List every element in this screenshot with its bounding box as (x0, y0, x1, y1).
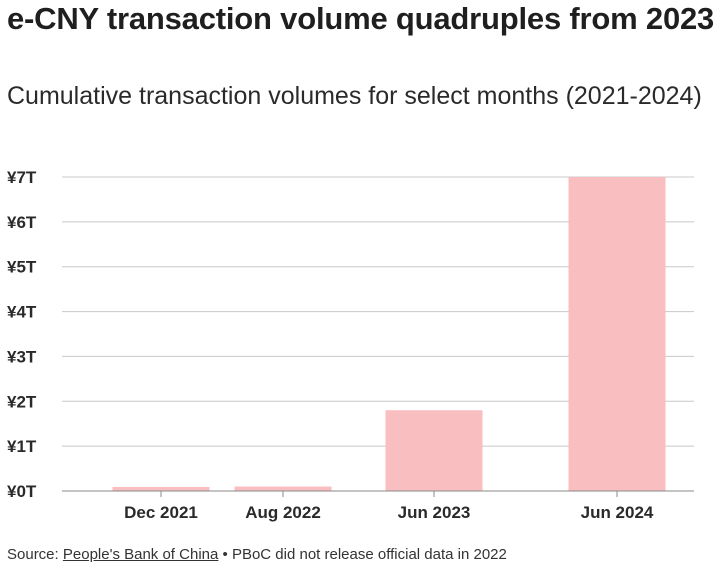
y-tick-label: ¥5T (7, 258, 37, 277)
x-tick-label: Dec 2021 (124, 503, 198, 522)
bar-aug-2022 (234, 486, 332, 491)
bar-dec-2021 (112, 486, 210, 491)
source-prefix: Source: (7, 546, 59, 563)
y-tick-label: ¥2T (7, 392, 37, 411)
tick-labels: ¥0T ¥1T ¥2T ¥3T ¥4T ¥5T ¥6T ¥7T Dec 2021 Aug 2022… (7, 168, 654, 522)
y-tick-label: ¥4T (7, 303, 37, 322)
source-note-text: PBoC did not release official data in 20… (231, 546, 507, 563)
x-tick-label: Aug 2022 (245, 503, 321, 522)
bar-jun-2023 (385, 410, 483, 491)
chart-subtitle: Cumulative transaction volumes for selec… (7, 82, 702, 110)
y-tick-label: ¥3T (7, 347, 37, 366)
y-tick-label: ¥6T (7, 213, 37, 232)
axes (62, 490, 694, 497)
source-note: Source: People's Bank of China • PBoC di… (7, 546, 507, 563)
y-tick-label: ¥1T (7, 437, 37, 456)
bar-jun-2024 (568, 177, 666, 491)
bars (112, 177, 666, 491)
source-link[interactable]: People's Bank of China (62, 546, 219, 563)
x-tick-label: Jun 2023 (398, 503, 471, 522)
y-tick-label: ¥7T (7, 168, 37, 187)
x-tick-label: Jun 2024 (581, 503, 654, 522)
y-tick-label: ¥0T (7, 482, 37, 501)
chart-title: e-CNY transaction volume quadruples from… (7, 1, 715, 36)
source-separator: • (222, 546, 228, 563)
